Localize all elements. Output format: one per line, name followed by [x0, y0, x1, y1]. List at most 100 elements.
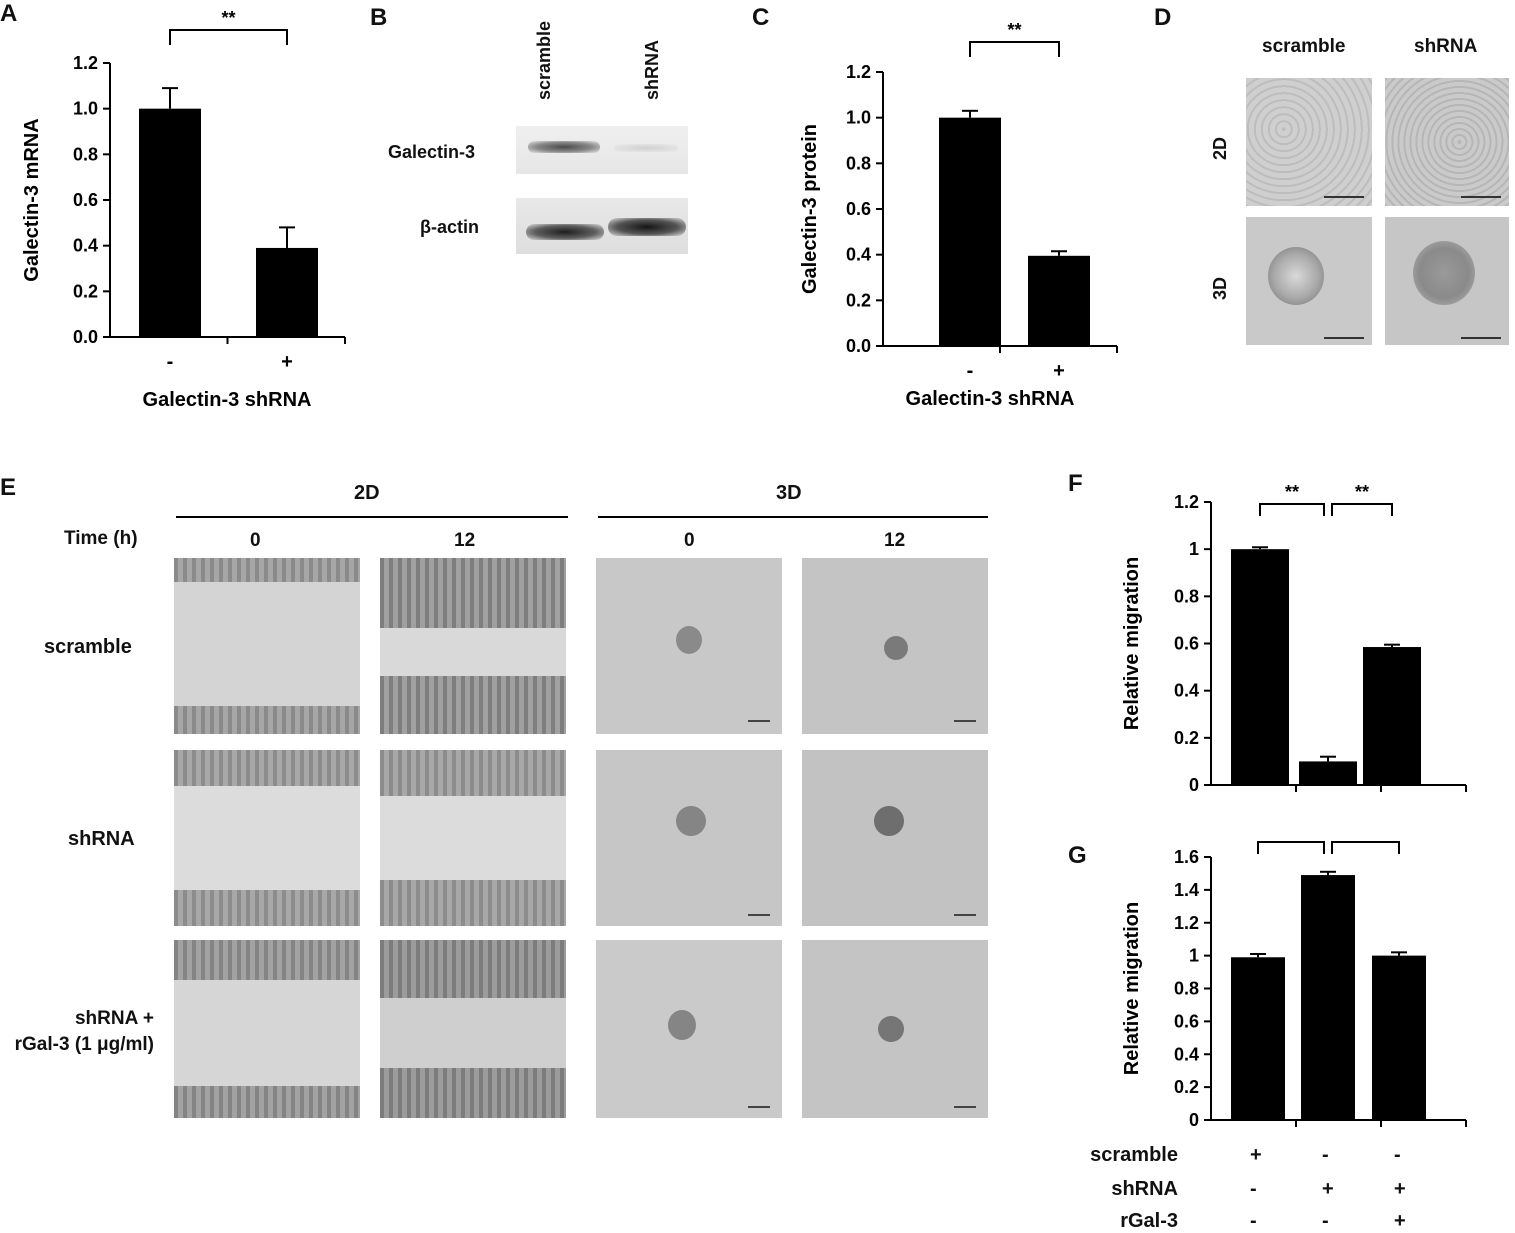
- row-label-scramble: scramble: [44, 636, 132, 658]
- category-label: -: [967, 360, 974, 382]
- lane-label-shrna: shRNA: [642, 39, 662, 100]
- time-3d-12: 12: [884, 530, 906, 551]
- scale-bar: [1461, 196, 1501, 198]
- image-3d-rgal3-12h: [802, 940, 988, 1118]
- x-axis-label: Galectin-3 shRNA: [906, 388, 1075, 410]
- micrograph-3d-scramble: [1246, 217, 1372, 345]
- y-tick-label: 1.2: [1174, 492, 1199, 512]
- panel-letter-a: A: [0, 0, 18, 27]
- image-3d-scramble-0h: [596, 558, 782, 734]
- category-label: +: [281, 351, 293, 373]
- cond-sign: -: [1394, 1144, 1401, 1166]
- time-3d-0: 0: [684, 530, 695, 551]
- image-2d-scramble-12h: [380, 558, 566, 734]
- y-axis-label: Galectin-3 protein: [799, 124, 821, 294]
- y-tick-label: 0.6: [73, 190, 98, 210]
- scale-bar: [954, 914, 976, 916]
- image-2d-rgal3-12h: [380, 940, 566, 1118]
- chart-g: 0 0.2 0.4 0.6 0.8 1 1.2 1.4 1.6 ** ** Relative migr…: [1121, 838, 1467, 1130]
- cell-edge: [380, 676, 566, 734]
- y-tick-label: 0.2: [846, 290, 871, 310]
- bar: [1299, 761, 1357, 785]
- y-tick-label: 1: [1189, 539, 1199, 559]
- significance-bracket: [1331, 503, 1393, 516]
- panel-letter-c: C: [752, 4, 770, 31]
- scale-bar: [748, 720, 770, 722]
- y-tick-label: 0: [1189, 1110, 1199, 1130]
- y-tick-label: 0.8: [1174, 586, 1199, 606]
- y-tick-label: 0.4: [73, 236, 98, 256]
- y-tick-label: 1.4: [1174, 880, 1199, 900]
- image-2d-shrna-12h: [380, 750, 566, 926]
- y-tick-label: 0.8: [846, 153, 871, 173]
- y-tick-label: 1: [1189, 946, 1199, 966]
- group-line-2d: [176, 516, 568, 518]
- spheroid: [676, 806, 706, 836]
- cell-edge: [174, 940, 360, 980]
- significance-label: **: [1007, 20, 1021, 40]
- cell-edge: [380, 1068, 566, 1118]
- micrograph-3d-shrna: [1385, 217, 1509, 345]
- cond-sign: -: [1250, 1178, 1257, 1200]
- y-axis-label: Relative migration: [1121, 557, 1143, 730]
- col-label-shrna: shRNA: [1414, 36, 1478, 57]
- panel-letter-d: D: [1154, 4, 1172, 31]
- band-actin-scramble: [526, 224, 604, 240]
- image-2d-shrna-0h: [174, 750, 360, 926]
- cond-sign: -: [1322, 1144, 1329, 1166]
- y-tick-label: 1.2: [73, 53, 98, 73]
- row-label-2d: 2D: [1210, 136, 1230, 160]
- cond-label-shrna: shRNA: [1111, 1178, 1178, 1200]
- y-tick-label: 1.2: [846, 62, 871, 82]
- cond-sign: +: [1394, 1178, 1406, 1200]
- y-tick-label: 0.6: [846, 199, 871, 219]
- y-tick-label: 0: [1189, 775, 1199, 795]
- bar: [1028, 255, 1090, 346]
- image-3d-rgal3-0h: [596, 940, 782, 1118]
- bar: [939, 117, 1001, 347]
- band-label-galectin3: Galectin-3: [388, 142, 476, 162]
- bar: [1231, 957, 1285, 1120]
- image-3d-scramble-12h: [802, 558, 988, 734]
- panel-b-western-blot: scramble shRNA Galectin-3 β-actin: [370, 0, 720, 270]
- cell-edge: [380, 750, 566, 796]
- y-tick-label: 0.4: [846, 245, 871, 265]
- band-actin-shrna: [608, 218, 686, 236]
- x-axis-label: Galectin-3 shRNA: [143, 389, 312, 411]
- cond-label-scramble: scramble: [1090, 1144, 1178, 1166]
- chart-f: 0 0.2 0.4 0.6 0.8 1 1.2 ** ** Relative migration: [1121, 482, 1467, 795]
- y-tick-label: 0.8: [73, 144, 98, 164]
- panel-d-micrographs: scramble shRNA 2D 3D: [1154, 0, 1515, 360]
- time-2d-0: 0: [250, 530, 261, 551]
- scale-bar: [1324, 196, 1364, 198]
- panel-letter-e: E: [0, 474, 17, 501]
- y-tick-label: 0.2: [1174, 1077, 1199, 1097]
- scale-bar: [954, 720, 976, 722]
- blot-strip-galectin3: [516, 126, 688, 174]
- panel-letter-f: F: [1068, 470, 1083, 497]
- chart-a: 0.0 0.2 0.4 0.6 0.8 1.0 1.2 - + ** Galectin-3 mRNA…: [21, 8, 346, 411]
- y-tick-label: 0.4: [1174, 1044, 1199, 1064]
- cond-sign: -: [1250, 1210, 1257, 1232]
- scale-bar: [748, 914, 770, 916]
- bar: [1372, 955, 1426, 1120]
- image-3d-shrna-12h: [802, 750, 988, 926]
- y-tick-label: 0.6: [1174, 634, 1199, 654]
- significance-label: **: [1355, 482, 1369, 502]
- spheroid: [1413, 241, 1475, 305]
- y-tick-label: 1.2: [1174, 913, 1199, 933]
- panel-e-migration-images: 2D 3D Time (h) 0 12 0 12 scramble shRNA …: [0, 470, 1000, 1130]
- y-tick-label: 0.4: [1174, 681, 1199, 701]
- micrograph-2d-shrna: [1385, 78, 1509, 206]
- cell-edge: [380, 558, 566, 628]
- y-tick-label: 0.0: [846, 336, 871, 356]
- spheroid: [884, 636, 908, 660]
- significance-label: **: [1358, 838, 1372, 840]
- y-axis-label: Relative migration: [1121, 902, 1143, 1075]
- significance-bracket: [169, 29, 288, 45]
- cond-sign: +: [1394, 1210, 1406, 1232]
- y-tick-label: 1.0: [73, 99, 98, 119]
- y-tick-label: 0.8: [1174, 979, 1199, 999]
- col-label-scramble: scramble: [1262, 36, 1346, 57]
- cell-edge: [174, 558, 360, 582]
